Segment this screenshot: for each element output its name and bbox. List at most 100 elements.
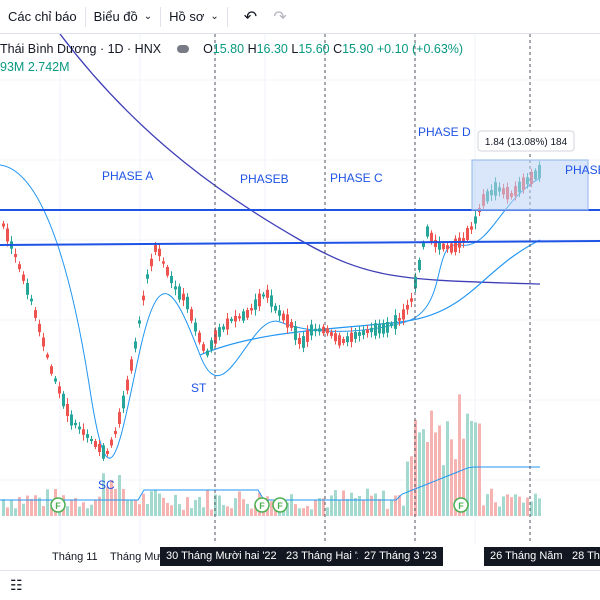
volume-bar (166, 502, 169, 516)
candle-body (190, 309, 193, 321)
candle-body (258, 293, 261, 307)
candle-body (238, 316, 241, 319)
candle-body (298, 337, 301, 345)
symbol-legend: Thái Bình Dương · 1D · HNX O15.80 H16.30… (0, 40, 463, 58)
time-label-highlighted: 23 Tháng Hai '2 (280, 547, 370, 566)
volume-bar (530, 501, 533, 516)
event-marker-label: F (277, 501, 283, 511)
price-chart[interactable]: 1.84 (13.08%) 184 PHASE A PHASEB PHASE C PHA… (0, 34, 600, 544)
volume-bar (394, 495, 397, 516)
candle-body (350, 332, 353, 342)
candle-body (142, 295, 145, 301)
candle-body (470, 226, 473, 230)
candle-body (254, 299, 257, 310)
volume-bar (386, 508, 389, 516)
volume-bar (150, 491, 153, 516)
candle-body (54, 378, 57, 382)
eye-icon[interactable] (177, 45, 190, 53)
candle-body (34, 310, 37, 318)
candle-body (66, 403, 69, 417)
volume-bar (346, 499, 349, 516)
volume-bar (330, 495, 333, 516)
close-key: C (333, 42, 343, 56)
symbol-title[interactable]: Thái Bình Dương · 1D · HNX (0, 42, 162, 56)
event-marker-icon: F (50, 497, 66, 513)
volume-value-b: 2.742M (27, 60, 70, 74)
time-label: Tháng 11 (52, 551, 98, 563)
event-marker-icon: F (254, 497, 270, 513)
candle-body (370, 327, 373, 333)
volume-bar (478, 423, 481, 516)
volume-bar (342, 490, 345, 516)
candle-body (162, 261, 165, 264)
candle-body (274, 305, 277, 311)
candle-body (138, 320, 141, 324)
volume-bar (518, 496, 521, 516)
volume-bar (438, 425, 441, 516)
candle-body (210, 340, 213, 350)
candle-body (422, 243, 425, 247)
undo-button[interactable]: ↶ (236, 0, 265, 34)
volume-bar (230, 508, 233, 516)
volume-bar (86, 508, 89, 516)
candle-body (366, 329, 369, 334)
low-value: 15.60 (298, 42, 330, 56)
time-axis[interactable]: Tháng 11 Tháng Mười 30 Tháng Mười hai '2… (0, 544, 600, 570)
indicators-button[interactable]: Các chỉ báo (8, 9, 77, 24)
volume-bar (338, 499, 341, 516)
volume-bar (66, 506, 69, 516)
chart-type-button[interactable]: Biểu đồ ⌄ (86, 0, 160, 34)
volume-bar (22, 503, 25, 516)
data-window-icon[interactable]: ☷ (10, 577, 23, 593)
volume-bar (514, 494, 517, 516)
candle-body (314, 328, 317, 332)
volume-bar (194, 499, 197, 516)
high-key: H (247, 42, 257, 56)
candle-body (94, 441, 97, 447)
volume-bar (326, 507, 329, 516)
volume-bar (366, 488, 369, 516)
high-value: 16.30 (256, 42, 288, 56)
candle-body (406, 304, 409, 310)
ma-long-line (59, 34, 541, 285)
volume-bar (138, 504, 141, 516)
volume-bar (434, 432, 437, 516)
candle-body (394, 315, 397, 329)
volume-bar (154, 489, 157, 516)
volume-bar (442, 465, 445, 516)
candle-body (114, 430, 117, 435)
candle-body (82, 429, 85, 435)
candle-body (206, 350, 209, 356)
candle-body (50, 366, 53, 374)
profile-button[interactable]: Hồ sơ ⌄ (161, 0, 227, 34)
volume-bar (358, 496, 361, 516)
event-marker-circle (272, 497, 288, 513)
time-label-highlighted: 28 Th (566, 547, 600, 566)
volume-bars (2, 394, 541, 516)
candle-body (378, 324, 381, 334)
candlesticks (2, 161, 541, 462)
volume-bar (278, 509, 281, 516)
volume-bar (70, 500, 73, 516)
phase-label: PHASE C (330, 171, 383, 185)
volume-bar (254, 504, 257, 516)
volume-value-a: 93M (0, 60, 25, 74)
event-marker-label: F (55, 501, 61, 511)
candle-body (278, 310, 281, 316)
volume-bar (202, 507, 205, 516)
volume-bar (418, 432, 421, 516)
volume-bar (126, 500, 129, 516)
volume-bar (38, 497, 41, 516)
event-marker-icon: F (272, 497, 288, 513)
candle-body (450, 243, 453, 253)
volume-bar (318, 498, 321, 516)
volume-bar (170, 505, 173, 516)
candle-body (26, 283, 29, 295)
redo-button[interactable]: ↷ (265, 0, 294, 34)
volume-bar (490, 488, 493, 516)
candle-body (178, 286, 181, 300)
volume-bar (390, 499, 393, 516)
volume-bar (238, 491, 241, 516)
candle-body (302, 336, 305, 348)
volume-bar (270, 501, 273, 516)
